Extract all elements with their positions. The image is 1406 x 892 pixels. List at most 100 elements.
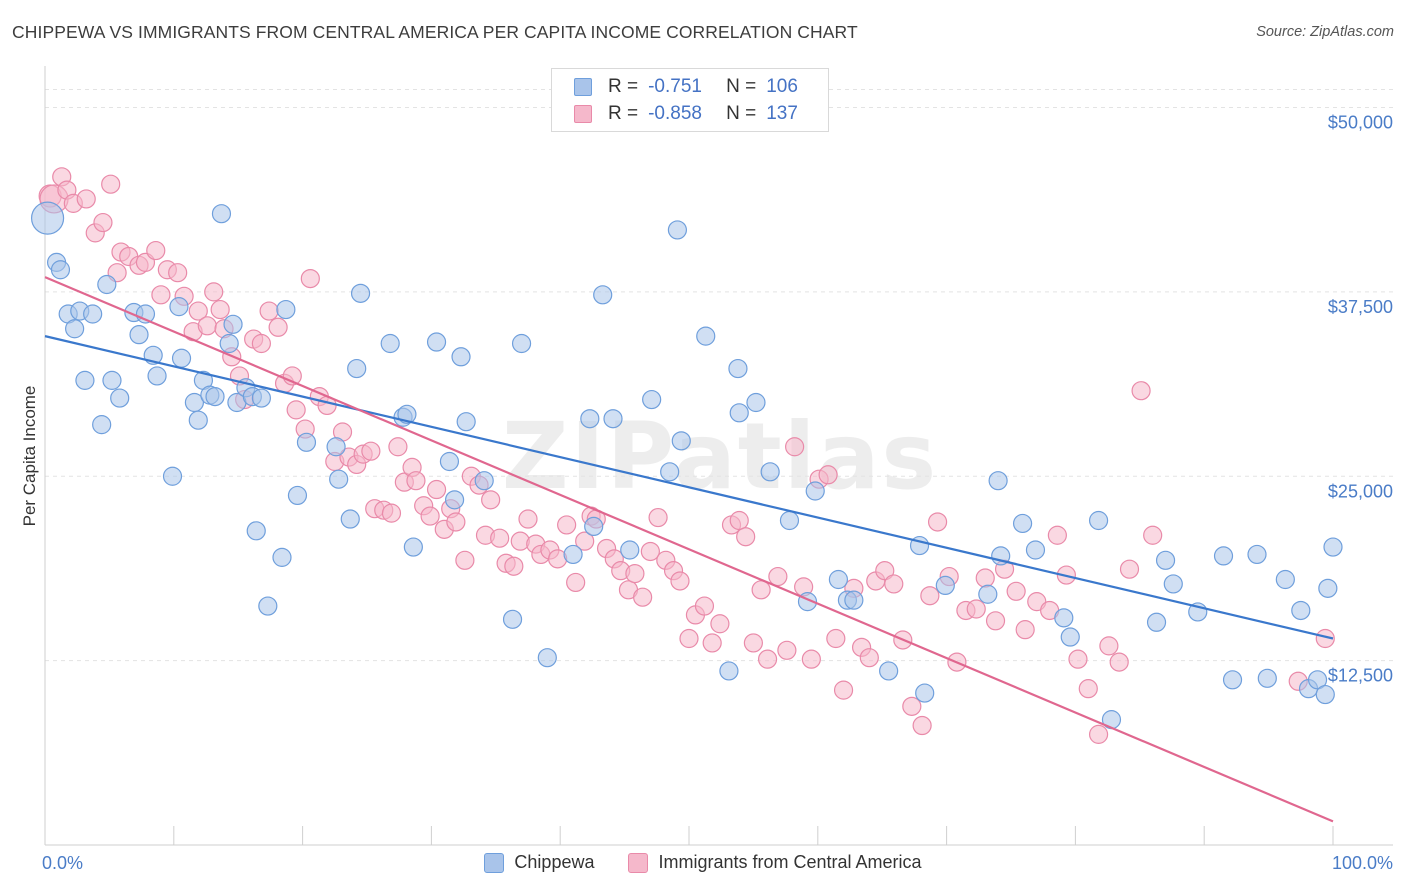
chippewa-trend-line — [44, 335, 1334, 640]
chippewa-point — [129, 325, 149, 345]
chippewa-point — [660, 462, 680, 482]
chippewa-point — [50, 260, 71, 280]
immigrants-point — [648, 507, 668, 528]
chippewa-point — [935, 575, 955, 596]
source-credit: Source: ZipAtlas.com — [1256, 24, 1394, 40]
immigrants-point — [743, 633, 764, 653]
immigrants-point — [1109, 652, 1129, 672]
chippewa-point — [272, 547, 292, 567]
immigrants-point — [151, 285, 171, 305]
chippewa-point — [169, 297, 189, 317]
chippewa-point — [451, 347, 471, 367]
chippewa-point — [287, 485, 308, 506]
chippewa-point — [1155, 550, 1176, 570]
immigrants-point — [1068, 649, 1088, 669]
immigrants-point — [1131, 381, 1151, 401]
chippewa-point — [603, 409, 623, 429]
chippewa-point — [350, 283, 371, 303]
immigrants-point — [975, 568, 995, 588]
correlation-legend: R = -0.751 N = 106 R = -0.858 N = 137 — [551, 68, 829, 132]
x-tick-label: 100.0% — [1332, 853, 1393, 873]
x-tick-label: 0.0% — [42, 853, 83, 873]
chippewa-point — [474, 471, 494, 491]
chippewa-point — [162, 466, 183, 486]
immigrants-point — [729, 510, 749, 531]
immigrants-point — [197, 316, 217, 336]
immigrants-point — [504, 556, 524, 576]
immigrants-point — [985, 611, 1006, 631]
chippewa-point — [537, 648, 557, 668]
chippewa-point — [456, 412, 476, 432]
y-tick-label: $50,000 — [1328, 113, 1393, 133]
immigrants-point — [1006, 581, 1026, 601]
immigrants-point — [76, 189, 96, 209]
legend-label: Chippewa — [514, 852, 595, 872]
immigrants-point — [1047, 525, 1067, 545]
chippewa-point — [1247, 544, 1267, 565]
chippewa-point — [1323, 537, 1343, 557]
chippewa-point — [188, 410, 208, 430]
y-tick-label: $12,500 — [1328, 666, 1393, 686]
blue-swatch — [484, 852, 505, 873]
immigrants-point — [455, 550, 475, 570]
chippewa-point — [729, 403, 749, 423]
chippewa-point — [502, 609, 523, 629]
immigrants-point — [406, 471, 426, 491]
chippewa-point — [728, 358, 748, 379]
chippewa-point — [110, 388, 130, 408]
immigrants-point — [268, 317, 288, 337]
immigrants-point — [633, 587, 653, 607]
n-value: 106 — [766, 76, 798, 97]
chippewa-point — [30, 201, 65, 235]
chippewa-point — [719, 661, 739, 681]
legend-item-immigrants[interactable]: Immigrants from Central America — [628, 852, 922, 873]
r-label: R = — [608, 103, 639, 124]
chippewa-point — [844, 590, 864, 610]
immigrants-point — [210, 299, 230, 320]
chippewa-point — [147, 366, 167, 386]
immigrants-point — [736, 527, 756, 547]
immigrants-point — [679, 628, 699, 649]
y-tick-label: $37,500 — [1328, 297, 1393, 317]
immigrants-point — [481, 490, 501, 510]
immigrants-point — [93, 212, 113, 233]
immigrants-point — [251, 333, 271, 354]
immigrants-point — [259, 301, 279, 321]
chippewa-point — [828, 569, 849, 590]
chippewa-point — [329, 469, 349, 489]
immigrants-point — [575, 531, 595, 551]
chippewa-point — [511, 333, 532, 354]
immigrants-point — [388, 437, 408, 457]
chippewa-point — [403, 537, 423, 557]
immigrants-point — [286, 400, 306, 420]
chippewa-point — [205, 387, 225, 407]
immigrants-point — [566, 572, 586, 593]
chippewa-point — [1054, 608, 1074, 628]
n-value: 137 — [766, 103, 798, 124]
immigrants-point — [101, 174, 121, 194]
chippewa-point — [75, 370, 95, 390]
chippewa-point — [1315, 684, 1335, 705]
immigrants-point — [859, 648, 879, 668]
chippewa-point — [667, 220, 688, 240]
chippewa-point — [102, 370, 122, 390]
chippewa-point — [219, 333, 239, 354]
legend-item-chippewa[interactable]: Chippewa — [484, 852, 594, 873]
chippewa-point — [380, 333, 400, 354]
immigrants-point — [1099, 636, 1119, 656]
chippewa-point — [1257, 668, 1277, 688]
chippewa-point — [696, 326, 716, 346]
chippewa-point — [296, 432, 317, 452]
chippewa-point — [258, 596, 278, 616]
chippewa-point — [1163, 574, 1183, 594]
chippewa-point — [1291, 600, 1311, 621]
immigrants-point — [300, 269, 320, 289]
chippewa-point — [246, 521, 266, 541]
chippewa-point — [642, 389, 662, 410]
chippewa-point — [563, 544, 583, 565]
chippewa-point — [1222, 670, 1243, 690]
immigrants-point — [518, 509, 538, 529]
immigrants-point — [490, 528, 510, 548]
pink-swatch — [574, 105, 592, 123]
